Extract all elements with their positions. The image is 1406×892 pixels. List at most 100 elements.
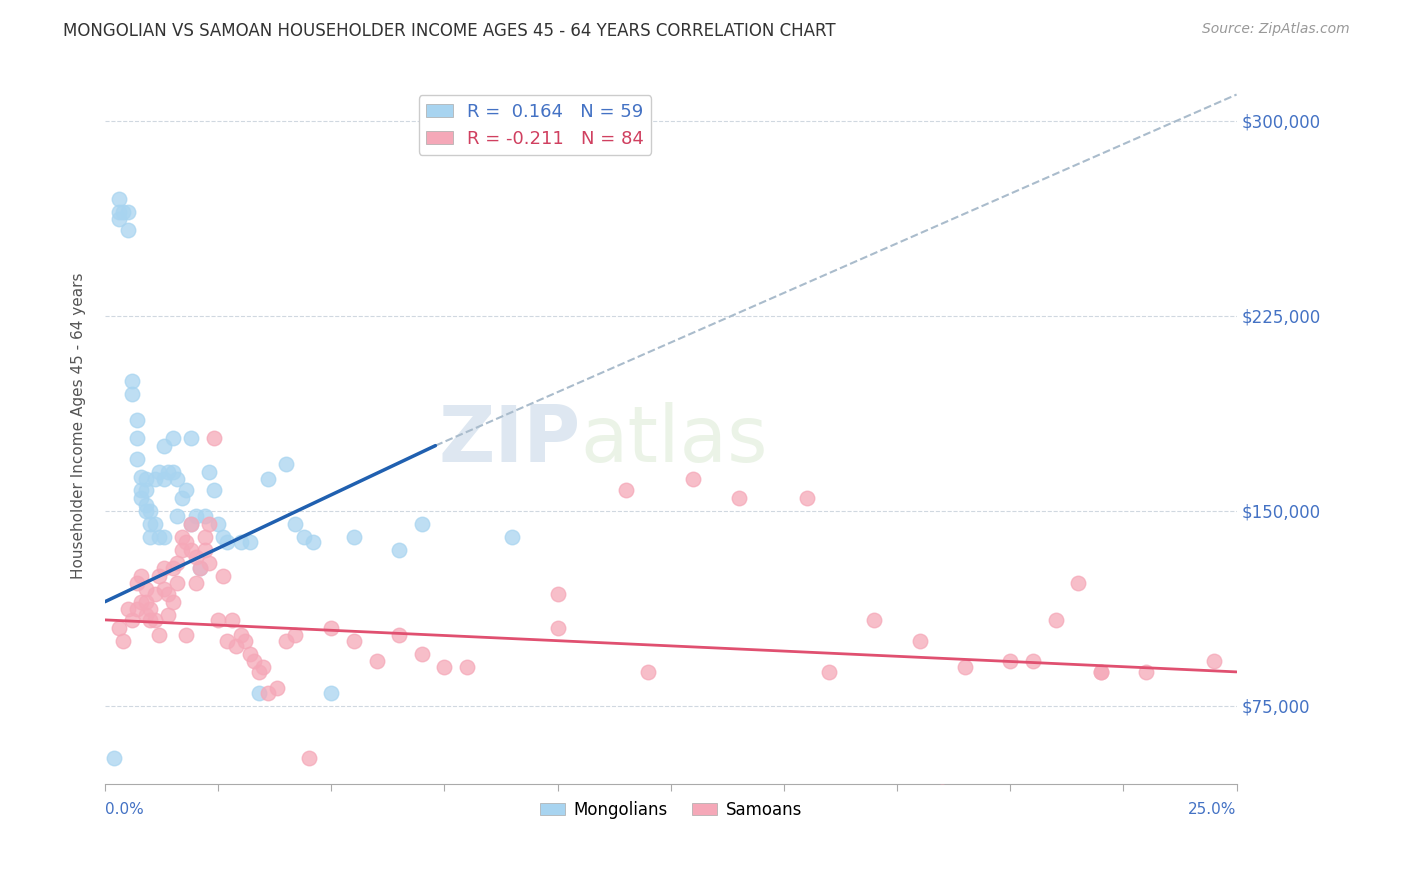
Point: [180, 516, 202, 531]
Point: [135, 499, 157, 513]
Point: [433, 659, 456, 673]
Point: [207, 516, 229, 531]
Point: [135, 483, 157, 497]
Point: [257, 686, 280, 700]
Point: [107, 212, 129, 227]
Point: [198, 465, 221, 479]
Point: [153, 472, 176, 486]
Point: [202, 431, 225, 445]
Point: [139, 613, 162, 627]
Point: [153, 530, 176, 544]
Point: [117, 204, 139, 219]
Point: [284, 516, 307, 531]
Point: [818, 665, 841, 679]
Point: [166, 472, 188, 486]
Point: [1202, 655, 1225, 669]
Point: [139, 503, 162, 517]
Point: [1180, 795, 1202, 809]
Point: [727, 491, 749, 505]
Point: [184, 508, 207, 523]
Point: [284, 628, 307, 642]
Point: [121, 613, 143, 627]
Point: [170, 491, 193, 505]
Point: [129, 568, 152, 582]
Point: [257, 472, 280, 486]
Point: [298, 750, 321, 764]
Point: [247, 686, 270, 700]
Point: [162, 431, 184, 445]
Point: [139, 530, 162, 544]
Point: [125, 576, 148, 591]
Point: [166, 576, 188, 591]
Point: [148, 530, 170, 544]
Point: [411, 516, 433, 531]
Point: [193, 542, 215, 557]
Y-axis label: Householder Income Ages 45 - 64 years: Householder Income Ages 45 - 64 years: [72, 273, 86, 580]
Point: [153, 439, 176, 453]
Point: [239, 647, 262, 661]
Point: [614, 483, 637, 497]
Point: [207, 613, 229, 627]
Point: [180, 431, 202, 445]
Point: [931, 784, 953, 798]
Point: [221, 613, 243, 627]
Point: [247, 665, 270, 679]
Point: [107, 621, 129, 635]
Point: [148, 628, 170, 642]
Point: [1090, 665, 1112, 679]
Point: [148, 568, 170, 582]
Text: 25.0%: 25.0%: [1188, 802, 1237, 816]
Point: [302, 534, 325, 549]
Point: [125, 431, 148, 445]
Point: [170, 530, 193, 544]
Point: [863, 613, 886, 627]
Point: [139, 516, 162, 531]
Text: ZIP: ZIP: [439, 402, 581, 478]
Point: [796, 491, 818, 505]
Point: [321, 686, 343, 700]
Point: [211, 568, 233, 582]
Point: [176, 628, 198, 642]
Point: [129, 470, 152, 484]
Point: [193, 530, 215, 544]
Point: [501, 530, 523, 544]
Point: [908, 633, 931, 648]
Point: [184, 576, 207, 591]
Point: [211, 530, 233, 544]
Point: [243, 655, 266, 669]
Point: [157, 587, 180, 601]
Point: [292, 530, 315, 544]
Point: [388, 628, 411, 642]
Point: [162, 465, 184, 479]
Point: [188, 561, 211, 575]
Point: [121, 374, 143, 388]
Point: [252, 659, 274, 673]
Point: [139, 602, 162, 616]
Point: [135, 582, 157, 596]
Point: [170, 542, 193, 557]
Point: [121, 386, 143, 401]
Point: [184, 550, 207, 565]
Point: [202, 483, 225, 497]
Point: [157, 465, 180, 479]
Point: [637, 665, 659, 679]
Point: [501, 795, 523, 809]
Point: [125, 602, 148, 616]
Point: [148, 465, 170, 479]
Point: [229, 628, 252, 642]
Point: [188, 561, 211, 575]
Point: [388, 542, 411, 557]
Point: [266, 681, 288, 695]
Point: [1022, 655, 1045, 669]
Point: [107, 204, 129, 219]
Point: [198, 556, 221, 570]
Point: [157, 607, 180, 622]
Point: [162, 561, 184, 575]
Point: [343, 530, 366, 544]
Point: [366, 655, 388, 669]
Point: [411, 647, 433, 661]
Point: [198, 516, 221, 531]
Point: [135, 595, 157, 609]
Point: [176, 483, 198, 497]
Point: [456, 659, 478, 673]
